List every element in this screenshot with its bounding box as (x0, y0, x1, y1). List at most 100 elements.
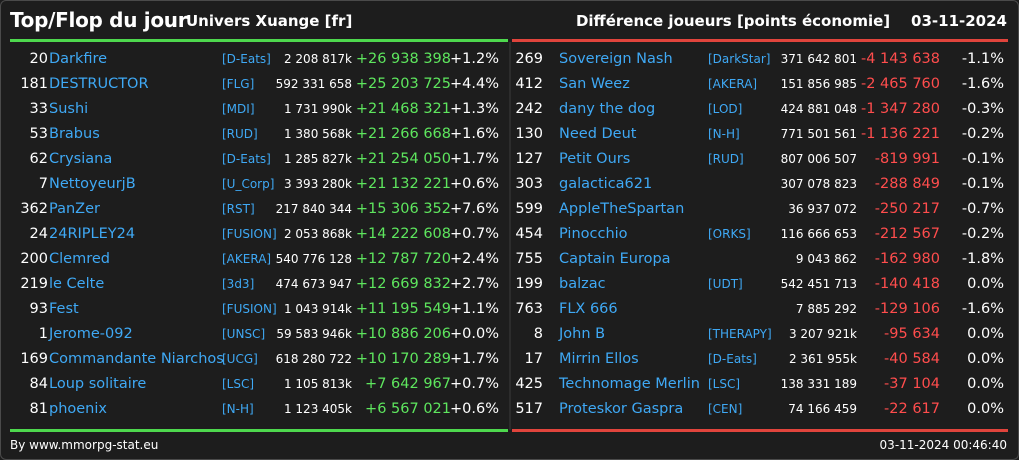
footer-timestamp: 03-11-2024 00:46:40 (879, 438, 1007, 452)
player-score: 138 331 189 (780, 377, 857, 391)
percent-change: 0.0% (967, 276, 1004, 292)
alliance-tag-link[interactable]: [RST] (222, 202, 255, 216)
score-difference: -40 584 (884, 351, 940, 367)
player-rank: 755 (515, 251, 543, 267)
alliance-tag-link[interactable]: [FUSION] (222, 227, 277, 241)
player-score: 540 776 128 (275, 252, 352, 266)
player-score: 74 166 459 (788, 402, 857, 416)
alliance-tag-link[interactable]: [UNSC] (222, 327, 266, 341)
score-difference: +12 787 720 (355, 251, 451, 267)
player-name-link[interactable]: dany the dog (559, 101, 656, 117)
percent-change: -0.1% (961, 151, 1004, 167)
score-difference: -129 106 (874, 301, 940, 317)
player-name-link[interactable]: le Celte (49, 276, 105, 292)
player-rank: 412 (515, 76, 543, 92)
alliance-tag-link[interactable]: [FLG] (222, 77, 255, 91)
alliance-tag-link[interactable]: [CEN] (708, 402, 743, 416)
alliance-tag-link[interactable]: [DarkStar] (708, 52, 771, 66)
top-row: 81 phoenix [N-H] 1 123 405k +6 567 021 +0.6% (10, 397, 508, 422)
flop-bottom-bar (512, 429, 1008, 432)
player-name-link[interactable]: galactica621 (559, 176, 653, 192)
player-name-link[interactable]: Crysiana (49, 151, 113, 167)
player-rank: 763 (515, 301, 543, 317)
flop-table: 269 Sovereign Nash [DarkStar] 371 642 801 -4… (512, 47, 1008, 422)
alliance-tag-link[interactable]: [LSC] (222, 377, 255, 391)
player-name-link[interactable]: DESTRUCTOR (49, 76, 149, 92)
alliance-tag-link[interactable]: [3d3] (222, 277, 255, 291)
alliance-tag-link[interactable]: [UDT] (708, 277, 743, 291)
percent-change: +1.7% (450, 151, 499, 167)
flop-row: 269 Sovereign Nash [DarkStar] 371 642 801 -4… (512, 47, 1008, 72)
player-name-link[interactable]: phoenix (49, 401, 107, 417)
player-rank: 130 (515, 126, 543, 142)
header: Top/Flop du jour Univers Xuange [fr] Dif… (10, 6, 1007, 36)
player-name-link[interactable]: Fest (49, 301, 79, 317)
alliance-tag-link[interactable]: [N-H] (708, 127, 740, 141)
player-name-link[interactable]: Proteskor Gaspra (559, 401, 684, 417)
percent-change: +0.7% (450, 226, 499, 242)
flop-row: 454 Pinocchio [ORKS] 116 666 653 -212 567 -0.… (512, 222, 1008, 247)
flop-row: 412 San Weez [AKERA] 151 856 985 -2 465 760 -… (512, 72, 1008, 97)
percent-change: +0.6% (450, 176, 499, 192)
player-name-link[interactable]: John B (559, 326, 606, 342)
player-name-link[interactable]: PanZer (49, 201, 100, 217)
percent-change: +1.1% (450, 301, 499, 317)
alliance-tag-link[interactable]: [RUD] (708, 152, 744, 166)
alliance-tag-link[interactable]: [N-H] (222, 402, 254, 416)
player-score: 36 937 072 (788, 202, 857, 216)
player-name-link[interactable]: Darkfire (49, 51, 108, 67)
player-name-link[interactable]: FLX 666 (559, 301, 618, 317)
top-row: 84 Loup solitaire [LSC] 1 105 813k +7 642 96… (10, 372, 508, 397)
player-name-link[interactable]: San Weez (559, 76, 630, 92)
player-name-link[interactable]: Mirrin Ellos (559, 351, 639, 367)
player-name-link[interactable]: balzac (559, 276, 606, 292)
score-difference: -819 991 (874, 151, 940, 167)
top-row: 181 DESTRUCTOR [FLG] 592 331 658 +25 203 725… (10, 72, 508, 97)
player-name-link[interactable]: Sushi (49, 101, 89, 117)
player-rank: 93 (29, 301, 48, 317)
score-difference: -212 567 (874, 226, 940, 242)
alliance-tag-link[interactable]: [AKERA] (222, 252, 272, 266)
player-name-link[interactable]: Need Deut (559, 126, 637, 142)
alliance-tag-link[interactable]: [MDI] (222, 102, 255, 116)
percent-change: 0.0% (967, 351, 1004, 367)
top-row: 1 Jerome-092 [UNSC] 59 583 946k +10 886 206 +… (10, 322, 508, 347)
player-name-link[interactable]: Captain Europa (559, 251, 671, 267)
alliance-tag-link[interactable]: [D-Eats] (708, 352, 757, 366)
top-row: 169 Commandante Niarchos [UCG] 618 280 722 +… (10, 347, 508, 372)
flop-row: 17 Mirrin Ellos [D-Eats] 2 361 955k -40 584 0… (512, 347, 1008, 372)
percent-change: -0.3% (961, 101, 1004, 117)
player-name-link[interactable]: Technomage Merlin (559, 376, 700, 392)
alliance-tag-link[interactable]: [D-Eats] (222, 152, 271, 166)
flop-row: 8 John B [THERAPY] 3 207 921k -95 634 0.0% (512, 322, 1008, 347)
player-name-link[interactable]: 24RIPLEY24 (49, 226, 136, 242)
alliance-tag-link[interactable]: [D-Eats] (222, 52, 271, 66)
player-rank: 599 (515, 201, 543, 217)
player-name-link[interactable]: NettoyeurjB (49, 176, 136, 192)
alliance-tag-link[interactable]: [RUD] (222, 127, 258, 141)
player-name-link[interactable]: Loup solitaire (49, 376, 147, 392)
alliance-tag-link[interactable]: [ORKS] (708, 227, 751, 241)
player-name-link[interactable]: Clemred (49, 251, 110, 267)
alliance-tag-link[interactable]: [THERAPY] (708, 327, 772, 341)
alliance-tag-link[interactable]: [FUSION] (222, 302, 277, 316)
alliance-tag-link[interactable]: [U_Corp] (222, 177, 275, 191)
player-score: 2 361 955k (788, 352, 857, 366)
alliance-tag-link[interactable]: [LSC] (708, 377, 741, 391)
player-name-link[interactable]: Jerome-092 (49, 326, 133, 342)
alliance-tag-link[interactable]: [AKERA] (708, 77, 758, 91)
percent-change: 0.0% (967, 401, 1004, 417)
percent-change: +4.4% (450, 76, 499, 92)
alliance-tag-link[interactable]: [LOD] (708, 102, 743, 116)
player-name-link[interactable]: Commandante Niarchos (49, 351, 224, 367)
player-name-link[interactable]: Pinocchio (559, 226, 628, 242)
player-score: 307 078 823 (780, 177, 857, 191)
alliance-tag-link[interactable]: [UCG] (222, 352, 258, 366)
score-difference: +11 195 549 (355, 301, 451, 317)
flop-row: 599 AppleTheSpartan 36 937 072 -250 217 -0.7… (512, 197, 1008, 222)
player-name-link[interactable]: Sovereign Nash (559, 51, 673, 67)
player-name-link[interactable]: AppleTheSpartan (559, 201, 685, 217)
player-name-link[interactable]: Brabus (49, 126, 100, 142)
score-difference: +21 254 050 (355, 151, 451, 167)
player-name-link[interactable]: Petit Ours (559, 151, 631, 167)
